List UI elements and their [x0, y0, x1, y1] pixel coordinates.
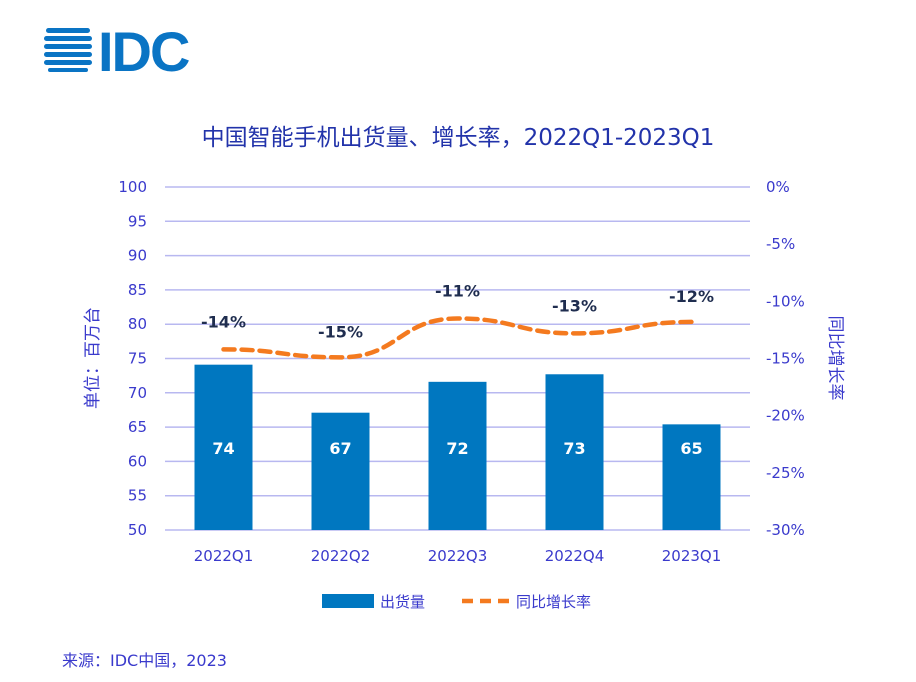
y2-tick-label: -5% — [766, 235, 795, 253]
y-tick-label: 95 — [128, 212, 147, 230]
line-data-label: -11% — [435, 281, 480, 300]
y-tick-label: 85 — [128, 281, 147, 299]
y2-tick-label: -20% — [766, 407, 805, 425]
y-tick-label: 70 — [128, 384, 147, 402]
line-data-label: -15% — [318, 322, 363, 341]
line-data-label: -13% — [552, 296, 597, 315]
bar-data-label: 67 — [329, 439, 351, 458]
bar-data-label: 73 — [563, 439, 585, 458]
idc-logo: IDC — [44, 24, 191, 76]
y-tick-label: 90 — [128, 247, 147, 265]
y-tick-label: 75 — [128, 350, 147, 368]
y2-tick-label: -15% — [766, 350, 805, 368]
x-tick-label: 2022Q1 — [194, 547, 254, 565]
bar — [662, 424, 721, 530]
x-tick-label: 2022Q4 — [545, 547, 605, 565]
line-data-label: -12% — [669, 287, 714, 306]
y2-tick-label: -10% — [766, 292, 805, 310]
x-tick-label: 2022Q2 — [311, 547, 371, 565]
line-data-label: -14% — [201, 312, 246, 331]
y2-tick-label: -25% — [766, 464, 805, 482]
chart-title: 中国智能手机出货量、增长率，2022Q1-2023Q1 — [202, 125, 715, 151]
bar-data-label: 65 — [680, 439, 702, 458]
y-tick-label: 60 — [128, 452, 147, 470]
source-note: 来源：IDC中国，2023 — [62, 651, 227, 670]
legend-label-bar: 出货量 — [380, 593, 425, 611]
bar — [194, 364, 253, 530]
bar — [545, 374, 604, 530]
x-tick-label: 2022Q3 — [428, 547, 488, 565]
bar — [428, 381, 487, 530]
y-tick-label: 50 — [128, 521, 147, 539]
y-tick-label: 80 — [128, 315, 147, 333]
x-tick-label: 2023Q1 — [662, 547, 722, 565]
y2-axis-title: 同比增长率 — [825, 316, 845, 401]
y2-tick-label: 0% — [766, 178, 790, 196]
y2-tick-label: -30% — [766, 521, 805, 539]
bar-data-label: 72 — [446, 439, 468, 458]
y-tick-label: 55 — [128, 487, 147, 505]
svg-text:IDC: IDC — [98, 24, 189, 76]
y-tick-label: 65 — [128, 418, 147, 436]
bar-data-label: 74 — [212, 439, 234, 458]
y-axis-title: 单位：百万台 — [83, 307, 103, 409]
bar — [311, 412, 370, 530]
legend-swatch-bar — [322, 594, 374, 608]
y-tick-label: 100 — [118, 178, 147, 196]
legend-label-line: 同比增长率 — [516, 593, 591, 611]
